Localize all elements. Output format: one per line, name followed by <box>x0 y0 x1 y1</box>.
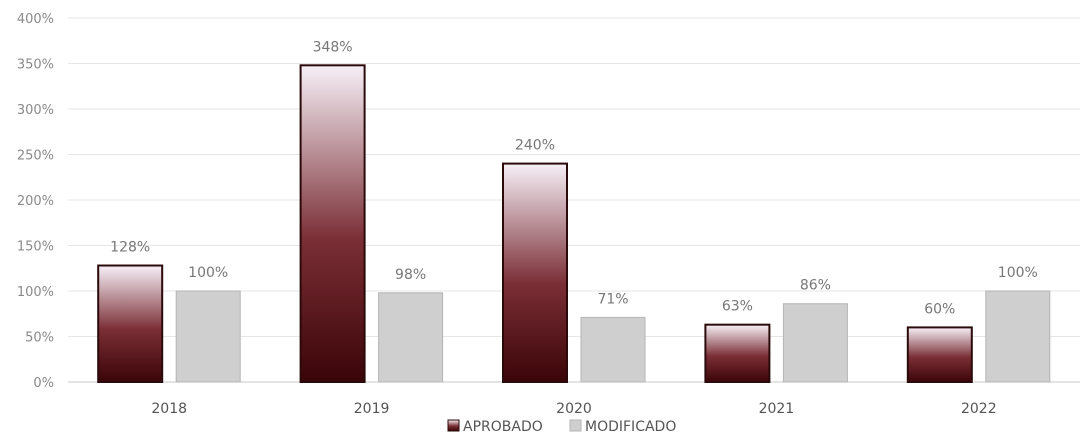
data-label-modificado-2019: 98% <box>395 267 426 283</box>
x-tick-label-2019: 2019 <box>354 401 390 417</box>
bar-aprobado-2021 <box>704 323 771 384</box>
y-tick-label: 50% <box>25 331 54 346</box>
y-tick-label: 350% <box>17 58 54 73</box>
x-tick-label-2022: 2022 <box>961 401 997 417</box>
data-label-aprobado-2018: 128% <box>110 240 150 256</box>
data-label-aprobado-2020: 240% <box>515 138 555 154</box>
data-label-aprobado-2022: 60% <box>924 301 955 317</box>
data-label-modificado-2020: 71% <box>597 291 628 307</box>
y-tick-label: 0% <box>33 376 54 391</box>
bar-modificado-2021 <box>782 303 848 383</box>
bar-modificado-2019 <box>378 292 444 383</box>
y-tick-label: 150% <box>17 240 54 255</box>
x-tick-label-2018: 2018 <box>151 401 187 417</box>
data-label-aprobado-2019: 348% <box>313 39 353 55</box>
y-tick-label: 100% <box>17 285 54 300</box>
x-tick-label-2021: 2021 <box>759 401 795 417</box>
legend-label-modificado: MODIFICADO <box>585 419 676 435</box>
y-tick-label: 400% <box>17 12 54 27</box>
bar-modificado-2020 <box>580 316 646 383</box>
legend-swatch-modificado <box>569 419 582 432</box>
y-tick-label: 250% <box>17 149 54 164</box>
data-label-modificado-2021: 86% <box>800 278 831 294</box>
bar-modificado-2022 <box>985 290 1051 383</box>
bar-aprobado-2018 <box>97 264 164 383</box>
bar-aprobado-2019 <box>299 64 366 383</box>
legend-swatch-aprobado <box>447 419 460 432</box>
bar-modificado-2018 <box>175 290 241 383</box>
y-tick-label: 300% <box>17 103 54 118</box>
bar-aprobado-2022 <box>906 326 973 383</box>
x-tick-label-2020: 2020 <box>556 401 592 417</box>
bar-aprobado-2020 <box>502 162 568 383</box>
data-label-modificado-2022: 100% <box>998 265 1038 281</box>
data-label-modificado-2018: 100% <box>188 265 228 281</box>
legend-label-aprobado: APROBADO <box>463 419 543 435</box>
y-tick-label: 200% <box>17 194 54 209</box>
data-label-aprobado-2021: 63% <box>722 299 753 315</box>
